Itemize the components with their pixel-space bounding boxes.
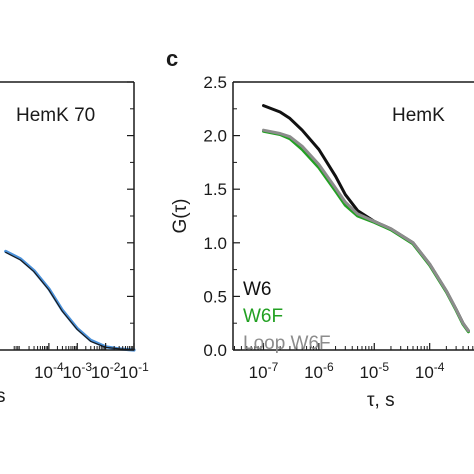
left-x-tick-base: 10 <box>119 363 138 382</box>
right-x-tick-base: 10 <box>359 363 378 382</box>
left-x-tick-base: 10 <box>62 363 81 382</box>
right-y-axis-ticks: 0.0 0.5 1.0 1.5 2.0 2.5 <box>203 73 240 360</box>
left-x-axis-ticks: 10-410-310-210-1 <box>13 81 149 382</box>
right-x-tick-base: 10 <box>415 363 434 382</box>
left-x-tick-exponent: -4 <box>53 360 64 374</box>
right-x-tick-exponent: -6 <box>323 360 334 374</box>
right-y-tick-label: 2.5 <box>203 73 227 92</box>
right-plot-area <box>262 104 470 334</box>
left-x-tick-label: 10-4 <box>34 360 64 382</box>
right-y-tick-label: 1.5 <box>203 180 227 199</box>
legend-entry-w6: W6 <box>243 279 272 300</box>
right-y-axis-label: G(τ) <box>170 199 191 234</box>
right-x-tick-exponent: -5 <box>378 360 389 374</box>
left-x-tick-label: 10-3 <box>62 360 92 382</box>
left-panel: HemK 70 s 10-410-310-210-1 <box>0 81 149 407</box>
left-series-1-line <box>5 251 135 351</box>
right-x-axis-label: τ, s <box>367 390 395 411</box>
left-x-axis-label: s <box>0 386 6 407</box>
right-x-axis-ticks: 10-7 10-6 10-5 10-4 <box>234 343 474 382</box>
left-x-tick-base: 10 <box>34 363 53 382</box>
left-x-tick-exponent: -1 <box>138 360 149 374</box>
left-x-tick-base: 10 <box>91 363 110 382</box>
right-y-tick-label: 0.5 <box>203 287 227 306</box>
left-x-tick-exponent: -2 <box>110 360 121 374</box>
right-x-tick-base: 10 <box>304 363 323 382</box>
right-x-tick-base: 10 <box>249 363 268 382</box>
right-y-tick-label: 0.0 <box>203 341 227 360</box>
left-plot-area <box>4 249 136 352</box>
right-x-tick-exponent: -7 <box>268 360 279 374</box>
right-y-tick-label: 1.0 <box>203 234 227 253</box>
right-x-tick-label: 10-4 <box>415 360 445 382</box>
series-loop-w6f-line <box>262 128 470 333</box>
left-x-tick-label: 10-2 <box>91 360 121 382</box>
left-panel-title: HemK 70 <box>16 105 95 126</box>
panel-label-c: c <box>166 46 178 71</box>
legend-entry-loop-w6f: Loop W6F <box>243 333 331 354</box>
left-series-0-line <box>4 249 136 352</box>
series-w6f-line <box>262 129 470 334</box>
right-x-tick-label: 10-6 <box>304 360 334 382</box>
legend-entry-w6f: W6F <box>243 306 283 327</box>
right-panel-title: HemK <box>392 105 445 126</box>
right-x-tick-exponent: -4 <box>434 360 445 374</box>
right-x-tick-label: 10-5 <box>359 360 389 382</box>
right-x-tick-label: 10-7 <box>249 360 279 382</box>
right-panel: c HemK G(τ) τ, s 0.00.51.01.52.02.5 10-7… <box>166 46 474 411</box>
legend: W6 W6F Loop W6F <box>243 279 331 354</box>
right-y-tick-label: 2.0 <box>203 127 227 146</box>
left-x-tick-exponent: -3 <box>81 360 92 374</box>
left-x-tick-label: 10-1 <box>119 360 149 382</box>
